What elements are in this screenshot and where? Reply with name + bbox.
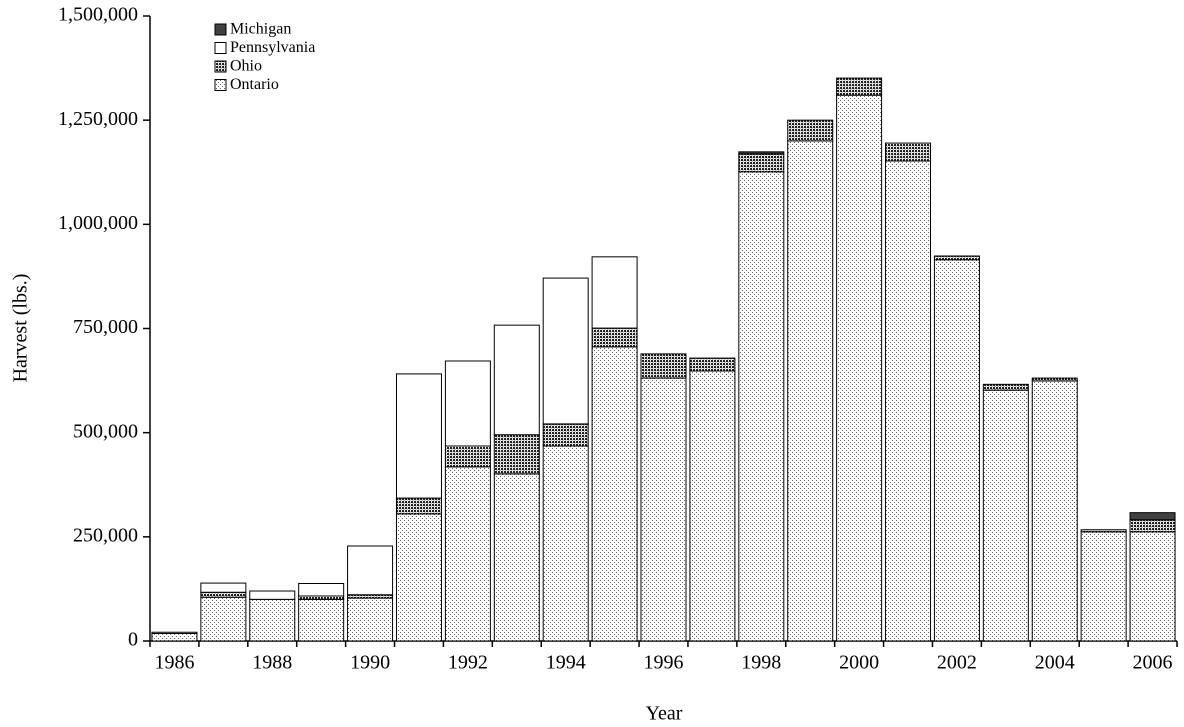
bar-segment: [591, 327, 638, 348]
bar-segment: [591, 346, 638, 642]
legend-swatch: [214, 60, 227, 73]
bar-segment: [982, 389, 1029, 642]
bar-segment: [933, 255, 980, 261]
y-tick-label: 1,250,000: [58, 108, 138, 130]
bar-segment: [1129, 531, 1176, 642]
bar-segment: [933, 259, 980, 642]
bar-segment: [151, 631, 198, 634]
bar-segment: [151, 633, 198, 642]
bar-segment: [200, 582, 247, 593]
x-tick-label: 1992: [448, 652, 488, 674]
bar-segment: [395, 513, 442, 642]
bar-segment: [493, 324, 540, 436]
x-tick-label: 1990: [350, 652, 390, 674]
y-tick-label: 1,500,000: [58, 4, 138, 26]
bar-segment: [347, 545, 394, 596]
bar-segment: [249, 598, 296, 642]
bar-segment: [542, 277, 589, 425]
x-tick-label: 2004: [1035, 652, 1075, 674]
y-tick-label: 500,000: [73, 420, 138, 442]
bar-segment: [885, 160, 932, 642]
bar-segment: [738, 151, 785, 155]
legend-label: Ohio: [230, 58, 262, 75]
x-tick-label: 1996: [644, 652, 684, 674]
bar-segment: [347, 597, 394, 642]
bar-segment: [591, 256, 638, 329]
bar-segment: [1129, 512, 1176, 521]
bar-segment: [444, 445, 491, 468]
bar-segment: [689, 370, 736, 642]
y-tick-label: 250,000: [73, 524, 138, 546]
y-tick-label: 750,000: [73, 316, 138, 338]
bar-segment: [836, 94, 883, 642]
y-axis-label: Harvest (lbs.): [10, 274, 32, 383]
bar-segment: [1080, 529, 1127, 533]
bar-segment: [493, 473, 540, 642]
bar-segment: [982, 383, 1029, 391]
x-tick-label: 1986: [154, 652, 194, 674]
bar-segment: [640, 377, 687, 642]
bar-segment: [493, 434, 540, 475]
bar-segment: [200, 591, 247, 598]
y-tick-label: 0: [128, 629, 138, 651]
bar-segment: [738, 171, 785, 642]
bar-segment: [444, 360, 491, 447]
bar-segment: [444, 466, 491, 642]
x-tick-label: 2002: [937, 652, 977, 674]
bar-segment: [885, 142, 932, 162]
bar-segment: [1031, 377, 1078, 382]
bar-segment: [1031, 380, 1078, 642]
legend-swatch: [214, 79, 227, 91]
bar-segment: [1129, 519, 1176, 533]
x-tick-label: 2000: [839, 652, 879, 674]
x-tick-label: 1994: [546, 652, 586, 674]
bar-segment: [738, 153, 785, 173]
bar-segment: [787, 119, 834, 142]
bar-segment: [542, 423, 589, 447]
bar-segment: [689, 357, 736, 372]
bar-segment: [298, 583, 345, 597]
legend-label: Ontario: [230, 76, 279, 93]
bar-segment: [395, 373, 442, 499]
x-tick-label: 1998: [741, 652, 781, 674]
bar-segment: [640, 353, 687, 379]
bar-segment: [200, 596, 247, 642]
bar-segment: [249, 590, 296, 600]
x-tick-label: 2006: [1133, 652, 1173, 674]
y-tick-label: 1,000,000: [58, 212, 138, 234]
legend-label: Pennsylvania: [230, 39, 315, 56]
legend-swatch: [214, 23, 227, 36]
bar-segment: [836, 77, 883, 96]
legend-label: Michigan: [230, 21, 291, 38]
x-axis-label: Year: [646, 703, 683, 725]
bar-segment: [1080, 531, 1127, 642]
x-tick-label: 1988: [252, 652, 292, 674]
legend-swatch: [214, 42, 227, 54]
bar-segment: [542, 445, 589, 642]
bar-segment: [395, 497, 442, 515]
bar-segment: [298, 598, 345, 642]
bar-segment: [787, 140, 834, 642]
